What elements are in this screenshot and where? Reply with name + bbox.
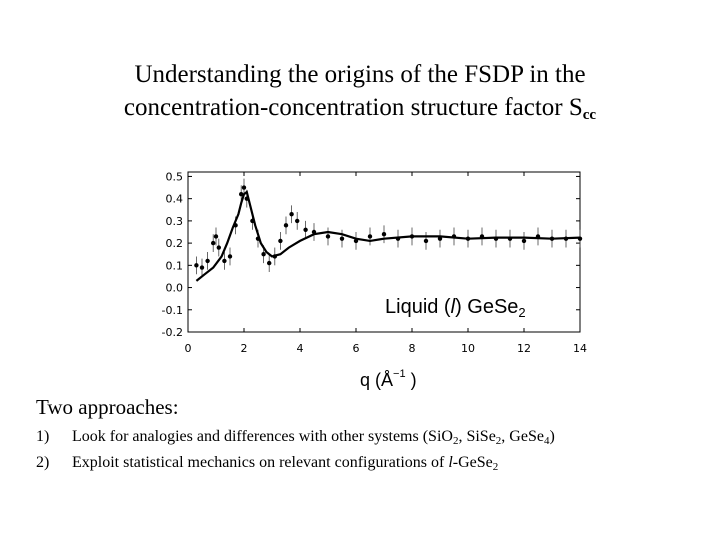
- approach-item-2: 2) Exploit statistical mechanics on relev…: [36, 454, 499, 473]
- x-tick-label: 8: [409, 342, 416, 355]
- y-tick-label: 0.0: [166, 282, 184, 295]
- x-tick-label: 2: [241, 342, 248, 355]
- data-point: [367, 234, 373, 239]
- simulation-line: [195, 190, 581, 282]
- data-point: [381, 232, 387, 237]
- data-point: [272, 254, 277, 259]
- data-point: [244, 196, 249, 201]
- data-point: [211, 240, 216, 246]
- data-point: [199, 265, 205, 270]
- data-point: [423, 238, 429, 244]
- data-point: [493, 236, 499, 241]
- data-point: [205, 258, 210, 264]
- y-tick-label: 0.5: [166, 170, 184, 183]
- y-tick-label: 0.1: [166, 259, 184, 272]
- data-point: [311, 229, 317, 235]
- y-tick-label: -0.1: [162, 304, 183, 317]
- inset-label: Liquid (l) GeSe2: [385, 296, 526, 320]
- y-tick-label: -0.2: [162, 326, 183, 339]
- data-point: [216, 245, 221, 250]
- data-point: [267, 260, 272, 266]
- data-point: [255, 236, 261, 241]
- y-tick-label: 0.3: [166, 215, 184, 228]
- data-point: [295, 218, 300, 224]
- title-line-1: Understanding the origins of the FSDP in…: [134, 61, 586, 88]
- data-point: [289, 212, 294, 217]
- data-point: [395, 236, 401, 241]
- data-point: [278, 238, 283, 244]
- data-point: [222, 258, 227, 264]
- approaches-heading: Two approaches:: [36, 395, 179, 419]
- data-point: [241, 185, 247, 190]
- x-tick-label: 10: [461, 342, 475, 355]
- scc-chart: -0.2 -0.1 0.0 0.1 0.2 0.3 0.4 0.5 0 2 4 6 8 10 12 14: [162, 170, 587, 355]
- data-point: [353, 238, 359, 244]
- x-tick-label: 6: [353, 342, 360, 355]
- data-point: [577, 236, 583, 241]
- data-point: [409, 234, 415, 239]
- title-subscript: cc: [582, 107, 597, 123]
- data-point: [233, 223, 238, 228]
- data-point: [213, 234, 219, 239]
- data-point: [227, 254, 233, 259]
- x-tick-label: 14: [573, 342, 587, 355]
- y-tick-label: 0.4: [166, 193, 184, 206]
- data-point: [250, 218, 255, 224]
- data-point: [437, 236, 443, 241]
- data-point: [451, 234, 457, 239]
- title-line-2: concentration-concentration structure fa…: [123, 94, 597, 123]
- data-point: [261, 252, 266, 257]
- data-point: [465, 236, 471, 241]
- plot-frame: [187, 171, 581, 333]
- y-tick-label: 0.2: [166, 237, 184, 250]
- slide-title: Understanding the origins of the FSDP in…: [60, 58, 660, 124]
- data-point: [339, 236, 345, 241]
- x-tick-label: 4: [297, 342, 304, 355]
- data-point: [563, 236, 569, 241]
- data-point: [521, 238, 527, 244]
- x-axis-label: q (Å−1 ): [360, 368, 417, 391]
- data-point: [194, 263, 199, 268]
- data-point: [549, 236, 555, 241]
- approach-item-1: 1) Look for analogies and differences wit…: [36, 428, 555, 447]
- x-tick-label: 12: [517, 342, 531, 355]
- data-point: [325, 234, 331, 239]
- data-point: [479, 234, 485, 239]
- x-tick-label: 0: [185, 342, 192, 355]
- data-point: [535, 234, 541, 239]
- data-point: [239, 192, 244, 197]
- data-point: [303, 227, 308, 232]
- data-point: [283, 223, 289, 228]
- data-point: [507, 236, 513, 241]
